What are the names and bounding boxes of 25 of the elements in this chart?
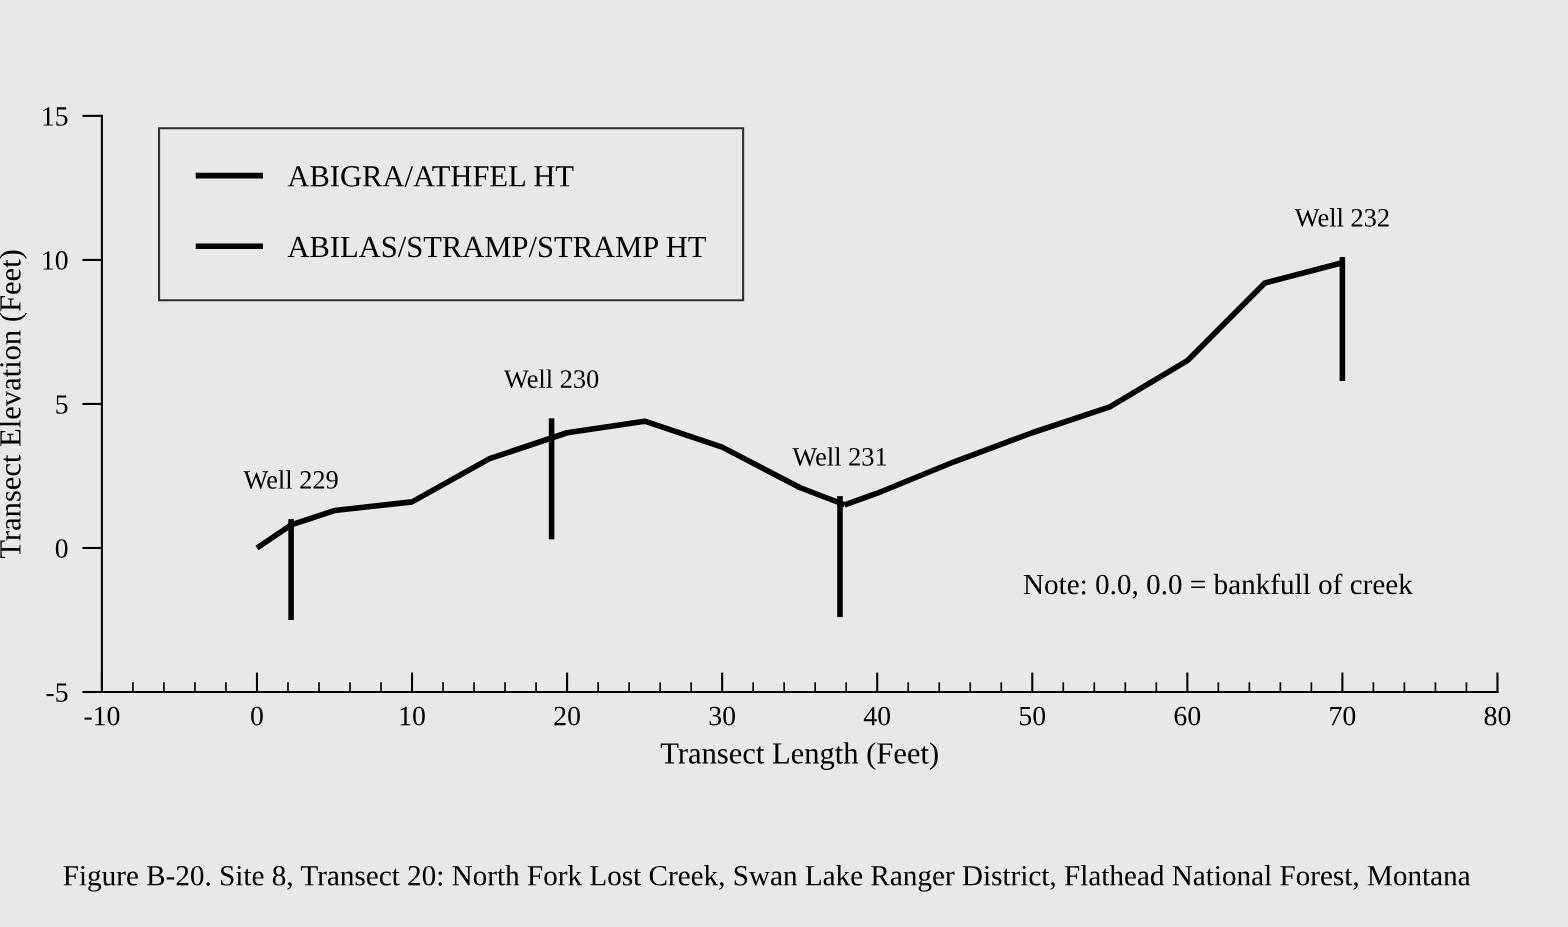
text: Figure B-20. Site 8, Transect 20: North Fork Lost Creek, Swan Lake Ranger District, Flathead National Forest, Montana bbox=[63, 865, 1471, 892]
x-tick-label: 60 bbox=[1174, 706, 1201, 726]
annotation: Well 230 bbox=[503, 369, 599, 389]
annotation: Well 231 bbox=[792, 447, 887, 466]
x-tick-label: 10 bbox=[400, 706, 425, 726]
x-tick-label: 40 bbox=[863, 706, 891, 726]
x-tick-label: 70 bbox=[1330, 706, 1356, 726]
y-tick-label: 10 bbox=[43, 251, 68, 270]
legend-label: ABIGRA/ATHFEL HT bbox=[287, 166, 574, 187]
x-tick-label: 20 bbox=[554, 706, 580, 726]
annotation: Well 232 bbox=[1294, 208, 1389, 227]
y-tick-label: 5 bbox=[56, 395, 68, 414]
legend-label: ABILAS/STRAMP/STRAMP HT bbox=[287, 236, 706, 258]
annotation: Note: 0.0, 0.0 = bankfull of creek bbox=[1023, 573, 1413, 599]
y-tick-label: 15 bbox=[43, 107, 68, 126]
y-tick-label: 0 bbox=[55, 539, 68, 558]
x-tick-label: 80 bbox=[1484, 706, 1511, 726]
x-tick-label: -10 bbox=[84, 706, 120, 726]
y-tick-label: -5 bbox=[46, 683, 68, 702]
x-tick-label: 0 bbox=[251, 706, 263, 726]
x-tick-label: 50 bbox=[1019, 706, 1046, 726]
x-axis-title: Transect Length (Feet) bbox=[660, 742, 938, 770]
x-tick-label: 30 bbox=[709, 706, 735, 726]
annotation: Well 229 bbox=[243, 470, 338, 489]
y-axis-title: Transect Elevation (Feet) bbox=[0, 250, 27, 559]
